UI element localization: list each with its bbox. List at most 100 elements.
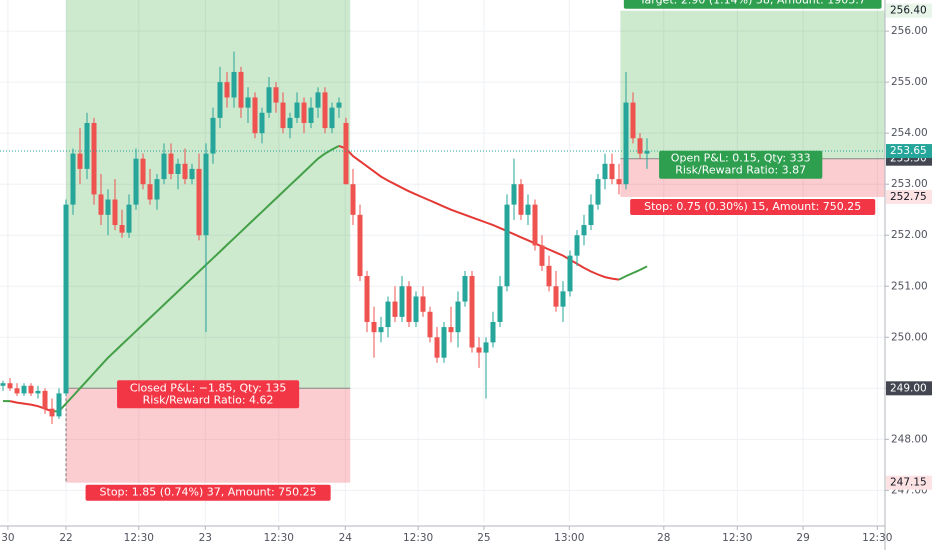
candle-body	[273, 87, 279, 103]
price-tag	[886, 189, 932, 204]
candle-body	[427, 311, 433, 338]
price-tag-label: 253.65	[890, 145, 927, 157]
x-tick-label: 22	[59, 532, 72, 544]
candle-body	[399, 286, 405, 317]
price-tag-label: 249.00	[890, 382, 927, 394]
candle-body	[112, 199, 118, 226]
candle-body	[35, 390, 41, 394]
moving-average	[52, 145, 340, 413]
candle-body	[266, 87, 272, 113]
candle-body	[462, 276, 468, 302]
candle-body	[364, 276, 370, 322]
target-label-box	[623, 0, 882, 9]
x-tick-label: 12:30	[124, 532, 154, 544]
y-tick-label: 251.00	[891, 280, 928, 292]
price-tag	[886, 381, 932, 396]
candle-body	[413, 296, 419, 322]
candle-body	[196, 168, 202, 236]
candle-body	[0, 383, 6, 386]
stop-label: Stop: 1.85 (0.74%) 37, Amount: 750.25	[100, 486, 317, 499]
candle-body	[602, 163, 608, 180]
pnl-label: Risk/Reward Ratio: 4.62	[143, 393, 274, 406]
candle-body	[385, 301, 391, 328]
candle-body	[308, 107, 314, 123]
y-tick-label: 255.00	[891, 76, 928, 88]
stop-label-box	[85, 484, 331, 501]
candle-body	[84, 122, 90, 169]
candle-body	[280, 102, 286, 129]
candle-body	[406, 286, 412, 322]
candle-body	[532, 204, 538, 246]
x-tick-label: 12:30	[862, 532, 892, 544]
price-tag-label: 256.40	[890, 5, 927, 17]
stop-label-box	[630, 198, 876, 215]
candle-body	[91, 122, 97, 195]
candle-body	[581, 225, 587, 236]
candle-body	[455, 301, 461, 333]
candle-body	[392, 301, 398, 317]
candle-body	[357, 214, 363, 277]
candle-body	[504, 204, 510, 287]
candle-body	[238, 71, 244, 108]
candle-body	[483, 342, 489, 353]
x-tick-label: 13:00	[554, 532, 584, 544]
candle-body	[245, 97, 251, 108]
candle-body	[301, 102, 307, 123]
pnl-label: Open P&L: 0.15, Qty: 333	[671, 152, 811, 165]
candle-body	[378, 327, 384, 333]
candle-body	[133, 158, 139, 205]
candle-body	[616, 179, 622, 185]
candle-body	[609, 163, 615, 180]
candle-body	[539, 245, 545, 266]
candle-body	[469, 276, 475, 348]
x-tick-label: 24	[339, 532, 353, 544]
candle-body	[567, 255, 573, 292]
candle-body	[329, 107, 335, 129]
candle-body	[105, 199, 111, 215]
price-tag-label: 247.15	[890, 477, 927, 489]
candle-body	[434, 337, 440, 358]
x-tick-label: 12:30	[722, 532, 752, 544]
y-tick-label: 250.00	[891, 331, 928, 343]
candle-body	[371, 321, 377, 333]
price-tag	[886, 3, 932, 18]
x-tick-label: 23	[199, 532, 212, 544]
profit-zone	[620, 10, 885, 159]
pnl-label: Risk/Reward Ratio: 3.87	[675, 164, 806, 177]
candle-body	[448, 327, 454, 333]
y-tick-label: 253.00	[891, 178, 928, 190]
candle-body	[119, 225, 125, 233]
target-label: Target: 2.90 (1.14%) 58, Amount: 1903.7	[639, 0, 866, 7]
candle-body	[182, 163, 188, 180]
x-tick-label: 28	[657, 532, 670, 544]
candle-body	[161, 153, 167, 180]
candle-body	[315, 92, 321, 108]
candle-body	[259, 112, 265, 134]
candle-body	[560, 291, 566, 307]
x-tick-label: 29	[796, 532, 809, 544]
candle-body	[28, 385, 34, 394]
candle-body	[224, 82, 230, 98]
candle-body	[70, 153, 76, 205]
price-tag	[886, 144, 932, 159]
candle-body	[168, 153, 174, 174]
y-tick-label: 256.00	[891, 25, 928, 37]
candle-body	[203, 153, 209, 236]
y-tick-label: 248.00	[891, 433, 928, 445]
candle-body	[77, 153, 83, 169]
candle-body	[63, 204, 69, 394]
candle-body	[441, 327, 447, 358]
pnl-label: Closed P&L: −1.85, Qty: 135	[130, 381, 287, 394]
candle-body	[252, 97, 258, 134]
candle-body	[210, 117, 216, 154]
candle-body	[476, 347, 482, 353]
candle-body	[630, 102, 636, 139]
candle-body	[49, 408, 55, 417]
y-tick-label: 254.00	[891, 127, 928, 139]
candle-body	[490, 321, 496, 343]
y-tick-label: 252.00	[891, 229, 928, 241]
moving-average	[618, 265, 648, 281]
candle-body	[189, 168, 195, 180]
candle-body	[420, 296, 426, 312]
candle-body	[287, 117, 293, 129]
